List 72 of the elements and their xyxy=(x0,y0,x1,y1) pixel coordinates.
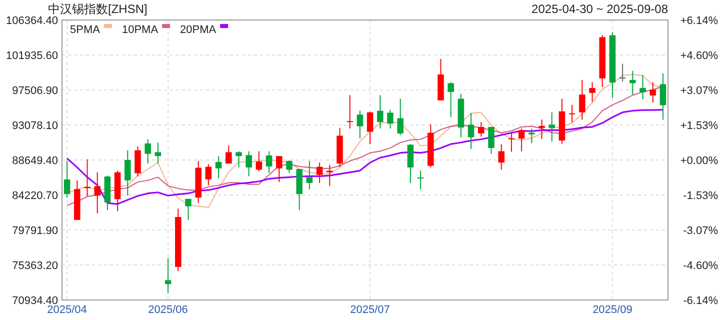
candlestick xyxy=(468,112,474,150)
candlestick xyxy=(134,146,141,178)
candlestick xyxy=(276,156,282,183)
candlestick xyxy=(579,79,586,120)
candlestick xyxy=(266,150,272,174)
y2-tick-label: -3.07% xyxy=(683,225,718,237)
y-tick-label: 106364.40 xyxy=(6,15,58,27)
y-tick-label: 101935.60 xyxy=(6,50,58,62)
chart-title: 中汉锡指数[ZHSN] xyxy=(48,2,148,16)
candlestick xyxy=(568,104,576,123)
candlestick xyxy=(377,94,384,130)
y-tick-label: 97506.90 xyxy=(12,85,58,97)
y-tick-label: 75363.20 xyxy=(12,260,58,272)
candlestick xyxy=(538,118,545,140)
candlestick xyxy=(306,160,313,190)
y2-tick-label: -1.53% xyxy=(683,190,718,202)
candlestick xyxy=(528,128,535,144)
candlestick xyxy=(407,144,414,184)
x-tick-label: 2025/04 xyxy=(47,304,87,316)
candlestick xyxy=(640,74,646,100)
chart-subtitle: 2025-04-30 ~ 2025-09-08 xyxy=(532,2,668,16)
legend-label: 20PMA xyxy=(180,24,217,36)
candlestick xyxy=(144,138,151,164)
candlestick xyxy=(366,111,374,145)
candlestick xyxy=(124,150,131,196)
candlestick xyxy=(548,112,555,142)
candlestick xyxy=(650,82,656,104)
candlestick xyxy=(154,142,162,164)
candlestick xyxy=(630,70,636,96)
candlestick xyxy=(215,156,222,179)
y2-tick-label: +3.07% xyxy=(680,85,718,97)
candlestick xyxy=(660,72,666,120)
candlestick xyxy=(185,198,192,220)
candlestick xyxy=(488,126,494,154)
candlestick xyxy=(236,150,242,168)
candlestick xyxy=(448,82,454,118)
candlestick xyxy=(256,150,262,172)
y-tick-label: 88649.40 xyxy=(12,155,58,167)
y2-tick-label: +4.60% xyxy=(680,50,718,62)
candlestick xyxy=(619,63,626,82)
candlestick xyxy=(589,82,596,102)
candlestick xyxy=(64,160,70,198)
legend-label: 10PMA xyxy=(122,24,159,36)
candlestick xyxy=(417,170,424,190)
candlestick xyxy=(518,128,525,152)
candlestick xyxy=(226,144,232,164)
x-tick-label: 2025/09 xyxy=(592,304,632,316)
candlestick xyxy=(164,258,172,294)
legend-label: 5PMA xyxy=(70,24,101,36)
candlestick xyxy=(326,164,333,186)
y2-tick-label: +0.00% xyxy=(680,155,718,167)
candlestick xyxy=(316,162,323,184)
candlestick xyxy=(246,150,252,177)
candlestick xyxy=(94,172,100,214)
y2-tick-label: +1.53% xyxy=(680,120,718,132)
candlestick xyxy=(508,132,515,152)
candlestick xyxy=(478,122,484,138)
y2-tick-label: +6.14% xyxy=(680,15,718,27)
y-tick-label: 84220.70 xyxy=(12,190,58,202)
x-tick-label: 2025/07 xyxy=(350,304,390,316)
candlestick xyxy=(387,109,394,130)
candlestick xyxy=(346,94,353,130)
x-tick-label: 2025/06 xyxy=(148,304,188,316)
y-tick-label: 79791.90 xyxy=(12,225,58,237)
y2-tick-label: -4.60% xyxy=(683,260,718,272)
candlestick xyxy=(397,98,404,136)
candlestick xyxy=(498,144,504,170)
candlestick xyxy=(205,164,212,186)
y2-tick-label: -6.14% xyxy=(683,295,718,307)
y-tick-label: 93078.10 xyxy=(12,120,58,132)
candlestick xyxy=(356,110,364,139)
candlestick xyxy=(286,160,292,174)
